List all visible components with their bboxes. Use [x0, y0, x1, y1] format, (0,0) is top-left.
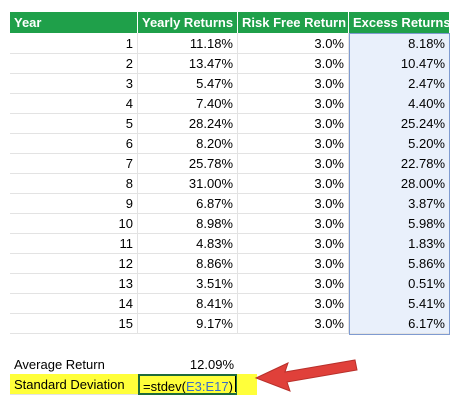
yearly-return-cell[interactable]: 8.20% [138, 133, 238, 154]
excess-return-cell[interactable]: 2.47% [349, 73, 450, 94]
table-row: 5 28.24% 3.0% 25.24% [0, 113, 473, 134]
formula-range-reference: E3:E17 [186, 379, 229, 394]
year-cell[interactable]: 8 [10, 173, 138, 194]
header-row: Year Yearly Returns Risk Free Return Exc… [0, 12, 473, 33]
yearly-return-cell[interactable]: 31.00% [138, 173, 238, 194]
year-cell[interactable]: 6 [10, 133, 138, 154]
header-excess-returns[interactable]: Excess Returns [349, 12, 450, 33]
risk-free-cell[interactable]: 3.0% [238, 113, 349, 134]
table-row: 13 3.51% 3.0% 0.51% [0, 273, 473, 294]
excess-return-cell[interactable]: 3.87% [349, 193, 450, 214]
risk-free-cell[interactable]: 3.0% [238, 213, 349, 234]
table-row: 3 5.47% 3.0% 2.47% [0, 73, 473, 94]
excess-return-cell[interactable]: 5.86% [349, 253, 450, 274]
table-row: 14 8.41% 3.0% 5.41% [0, 293, 473, 314]
table-row: 1 11.18% 3.0% 8.18% [0, 33, 473, 54]
year-cell[interactable]: 14 [10, 293, 138, 314]
yearly-return-cell[interactable]: 8.41% [138, 293, 238, 314]
year-cell[interactable]: 15 [10, 313, 138, 334]
header-risk-free-return[interactable]: Risk Free Return [238, 12, 349, 33]
risk-free-cell[interactable]: 3.0% [238, 193, 349, 214]
yearly-return-cell[interactable]: 5.47% [138, 73, 238, 94]
yearly-return-cell[interactable]: 4.83% [138, 233, 238, 254]
yearly-return-cell[interactable]: 7.40% [138, 93, 238, 114]
year-cell[interactable]: 13 [10, 273, 138, 294]
excess-return-cell[interactable]: 1.83% [349, 233, 450, 254]
year-cell[interactable]: 2 [10, 53, 138, 74]
average-value[interactable]: 12.09% [138, 354, 238, 375]
header-yearly-returns[interactable]: Yearly Returns [138, 12, 238, 33]
stdev-label[interactable]: Standard Deviation [10, 374, 138, 395]
excess-return-cell[interactable]: 5.98% [349, 213, 450, 234]
risk-free-cell[interactable]: 3.0% [238, 33, 349, 54]
year-cell[interactable]: 11 [10, 233, 138, 254]
yearly-return-cell[interactable]: 11.18% [138, 33, 238, 54]
yearly-return-cell[interactable]: 8.98% [138, 213, 238, 234]
risk-free-cell[interactable]: 3.0% [238, 93, 349, 114]
risk-free-cell[interactable]: 3.0% [238, 253, 349, 274]
yearly-return-cell[interactable]: 25.78% [138, 153, 238, 174]
excess-return-cell[interactable]: 5.20% [349, 133, 450, 154]
yearly-return-cell[interactable]: 13.47% [138, 53, 238, 74]
year-cell[interactable]: 1 [10, 33, 138, 54]
yearly-return-cell[interactable]: 3.51% [138, 273, 238, 294]
excess-return-cell[interactable]: 6.17% [349, 313, 450, 334]
risk-free-cell[interactable]: 3.0% [238, 73, 349, 94]
formula-cell[interactable]: =stdev(E3:E17) [138, 374, 238, 395]
year-cell[interactable]: 7 [10, 153, 138, 174]
table-row: 9 6.87% 3.0% 3.87% [0, 193, 473, 214]
yearly-return-cell[interactable]: 6.87% [138, 193, 238, 214]
excess-return-cell[interactable]: 25.24% [349, 113, 450, 134]
table-row: 10 8.98% 3.0% 5.98% [0, 213, 473, 234]
risk-free-cell[interactable]: 3.0% [238, 233, 349, 254]
average-row: Average Return 12.09% [0, 354, 473, 375]
yearly-return-cell[interactable]: 9.17% [138, 313, 238, 334]
excess-return-cell[interactable]: 28.00% [349, 173, 450, 194]
stdev-row: Standard Deviation =stdev(E3:E17) [0, 374, 473, 395]
yearly-return-cell[interactable]: 8.86% [138, 253, 238, 274]
risk-free-cell[interactable]: 3.0% [238, 293, 349, 314]
year-cell[interactable]: 3 [10, 73, 138, 94]
risk-free-cell[interactable]: 3.0% [238, 153, 349, 174]
average-label[interactable]: Average Return [10, 354, 138, 375]
risk-free-cell[interactable]: 3.0% [238, 273, 349, 294]
risk-free-cell[interactable]: 3.0% [238, 173, 349, 194]
table-row: 4 7.40% 3.0% 4.40% [0, 93, 473, 114]
risk-free-cell[interactable]: 3.0% [238, 53, 349, 74]
excess-return-cell[interactable]: 10.47% [349, 53, 450, 74]
risk-free-cell[interactable]: 3.0% [238, 313, 349, 334]
year-cell[interactable]: 9 [10, 193, 138, 214]
excess-return-cell[interactable]: 22.78% [349, 153, 450, 174]
excess-return-cell[interactable]: 4.40% [349, 93, 450, 114]
year-cell[interactable]: 12 [10, 253, 138, 274]
year-cell[interactable]: 5 [10, 113, 138, 134]
formula-prefix: =stdev( [143, 379, 186, 394]
table-row: 6 8.20% 3.0% 5.20% [0, 133, 473, 154]
header-year[interactable]: Year [10, 12, 138, 33]
table-row: 2 13.47% 3.0% 10.47% [0, 53, 473, 74]
year-cell[interactable]: 10 [10, 213, 138, 234]
excess-return-cell[interactable]: 5.41% [349, 293, 450, 314]
excess-return-cell[interactable]: 8.18% [349, 33, 450, 54]
formula-suffix: ) [228, 379, 233, 394]
table-row: 8 31.00% 3.0% 28.00% [0, 173, 473, 194]
table-row: 12 8.86% 3.0% 5.86% [0, 253, 473, 274]
year-cell[interactable]: 4 [10, 93, 138, 114]
table-row: 11 4.83% 3.0% 1.83% [0, 233, 473, 254]
yearly-return-cell[interactable]: 28.24% [138, 113, 238, 134]
formula-highlight-extension [237, 374, 257, 395]
table-row: 15 9.17% 3.0% 6.17% [0, 313, 473, 334]
text-caret [235, 376, 236, 392]
table-row: 7 25.78% 3.0% 22.78% [0, 153, 473, 174]
risk-free-cell[interactable]: 3.0% [238, 133, 349, 154]
excess-return-cell[interactable]: 0.51% [349, 273, 450, 294]
